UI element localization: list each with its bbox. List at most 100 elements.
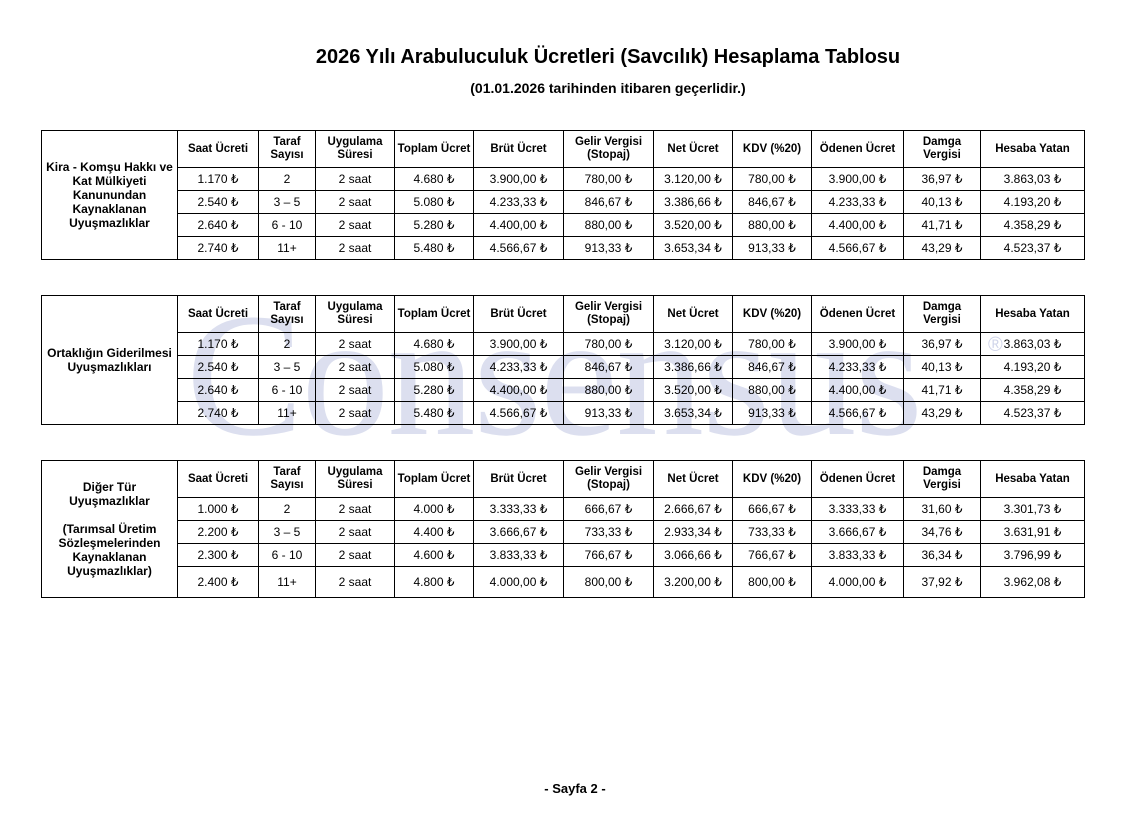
col-header-deposited: Hesaba Yatan [980, 130, 1085, 168]
cell: 913,33 ₺ [563, 236, 654, 260]
cell: 11+ [258, 566, 316, 598]
section-title: Diğer Tür Uyuşmazlıklar [69, 480, 150, 508]
col-header-stamp-tax: Damga Vergisi [903, 460, 981, 498]
cell: 4.000,00 ₺ [811, 566, 904, 598]
col-header-income-tax: Gelir Vergisi (Stopaj) [563, 460, 654, 498]
section-label: Ortaklığın Giderilmesi Uyuşmazlıkları [41, 295, 178, 425]
cell: 3.333,33 ₺ [811, 497, 904, 521]
cell: 913,33 ₺ [732, 401, 812, 425]
cell: 3.333,33 ₺ [473, 497, 564, 521]
col-header-duration: Uygulama Süresi [315, 460, 395, 498]
col-header-total-fee: Toplam Ücret [394, 460, 474, 498]
col-header-party-count: Taraf Sayısı [258, 295, 316, 333]
header-row: Kira - Komşu Hakkı ve Kat Mülkiyeti Kanu… [41, 130, 1085, 260]
cell: 880,00 ₺ [732, 213, 812, 237]
cell: 4.400,00 ₺ [473, 378, 564, 402]
fee-table-partition: Ortaklığın Giderilmesi Uyuşmazlıkları Sa… [41, 295, 1085, 425]
cell: 780,00 ₺ [563, 167, 654, 191]
col-header-hourly-fee: Saat Ücreti [177, 295, 259, 333]
table-row: 2.400 ₺ 11+ 2 saat 4.800 ₺ 4.000,00 ₺ 800,00 … [42, 566, 1085, 598]
table-row: 2.640 ₺ 6 - 10 2 saat 5.280 ₺ 4.400,00 ₺ 880,… [42, 213, 1085, 237]
cell: 36,34 ₺ [903, 543, 981, 567]
cell: 11+ [258, 401, 316, 425]
cell: 2 saat [315, 401, 395, 425]
table-row: 1.170 ₺ 2 2 saat 4.680 ₺ 3.900,00 ₺ 780,00 ₺ 3… [42, 167, 1085, 191]
cell: 2 [258, 332, 316, 356]
col-header-stamp-tax: Damga Vergisi [903, 295, 981, 333]
cell: 4.400,00 ₺ [473, 213, 564, 237]
cell: 780,00 ₺ [732, 332, 812, 356]
cell: 3.653,34 ₺ [653, 401, 733, 425]
col-header-vat: KDV (%20) [732, 460, 812, 498]
cell: 3 – 5 [258, 520, 316, 544]
cell: 4.600 ₺ [394, 543, 474, 567]
cell: 846,67 ₺ [563, 190, 654, 214]
cell: 2 saat [315, 497, 395, 521]
cell: 5.080 ₺ [394, 355, 474, 379]
cell: 2 saat [315, 543, 395, 567]
cell: 2.740 ₺ [177, 401, 259, 425]
cell: 4.680 ₺ [394, 167, 474, 191]
cell: 6 - 10 [258, 378, 316, 402]
cell: 3.386,66 ₺ [653, 355, 733, 379]
col-header-hourly-fee: Saat Ücreti [177, 130, 259, 168]
cell: 4.233,33 ₺ [473, 355, 564, 379]
col-header-income-tax: Gelir Vergisi (Stopaj) [563, 295, 654, 333]
section-label: Kira - Komşu Hakkı ve Kat Mülkiyeti Kanu… [41, 130, 178, 260]
col-header-duration: Uygulama Süresi [315, 295, 395, 333]
cell: 4.358,29 ₺ [980, 213, 1085, 237]
cell: 2 saat [315, 167, 395, 191]
section-label: Diğer Tür Uyuşmazlıklar (Tarımsal Üretim… [41, 460, 178, 598]
cell: 2.400 ₺ [177, 566, 259, 598]
cell: 4.358,29 ₺ [980, 378, 1085, 402]
cell: 3.120,00 ₺ [653, 167, 733, 191]
cell: 3.631,91 ₺ [980, 520, 1085, 544]
cell: 4.523,37 ₺ [980, 401, 1085, 425]
cell: 2.740 ₺ [177, 236, 259, 260]
cell: 3.833,33 ₺ [473, 543, 564, 567]
cell: 4.800 ₺ [394, 566, 474, 598]
cell: 3.066,66 ₺ [653, 543, 733, 567]
page-title: 2026 Yılı Arabuluculuk Ücretleri (Savcıl… [315, 46, 901, 68]
cell: 3 – 5 [258, 355, 316, 379]
cell: 4.400,00 ₺ [811, 378, 904, 402]
cell: 4.523,37 ₺ [980, 236, 1085, 260]
cell: 846,67 ₺ [732, 355, 812, 379]
cell: 4.400 ₺ [394, 520, 474, 544]
cell: 4.233,33 ₺ [811, 355, 904, 379]
table-row: 2.740 ₺ 11+ 2 saat 5.480 ₺ 4.566,67 ₺ 913,33 … [42, 236, 1085, 260]
cell: 880,00 ₺ [563, 378, 654, 402]
cell: 5.480 ₺ [394, 401, 474, 425]
cell: 4.233,33 ₺ [811, 190, 904, 214]
cell: 2.640 ₺ [177, 213, 259, 237]
cell: 2 saat [315, 520, 395, 544]
cell: 3.666,67 ₺ [473, 520, 564, 544]
cell: 913,33 ₺ [563, 401, 654, 425]
cell: 11+ [258, 236, 316, 260]
col-header-party-count: Taraf Sayısı [258, 460, 316, 498]
cell: 37,92 ₺ [903, 566, 981, 598]
cell: 1.170 ₺ [177, 332, 259, 356]
cell: 3.863,03 ₺ [980, 332, 1085, 356]
cell: 43,29 ₺ [903, 401, 981, 425]
cell: 4.680 ₺ [394, 332, 474, 356]
cell: 2.666,67 ₺ [653, 497, 733, 521]
col-header-gross-fee: Brüt Ücret [473, 460, 564, 498]
cell: 800,00 ₺ [563, 566, 654, 598]
cell: 43,29 ₺ [903, 236, 981, 260]
col-header-stamp-tax: Damga Vergisi [903, 130, 981, 168]
cell: 4.566,67 ₺ [473, 236, 564, 260]
fee-table-other: Diğer Tür Uyuşmazlıklar (Tarımsal Üretim… [41, 460, 1085, 598]
cell: 3.796,99 ₺ [980, 543, 1085, 567]
col-header-vat: KDV (%20) [732, 295, 812, 333]
cell: 666,67 ₺ [563, 497, 654, 521]
cell: 5.080 ₺ [394, 190, 474, 214]
col-header-party-count: Taraf Sayısı [258, 130, 316, 168]
cell: 733,33 ₺ [732, 520, 812, 544]
header-row: Diğer Tür Uyuşmazlıklar (Tarımsal Üretim… [41, 460, 1085, 598]
cell: 36,97 ₺ [903, 167, 981, 191]
table-row: 1.000 ₺ 2 2 saat 4.000 ₺ 3.333,33 ₺ 666,67 ₺ 2… [42, 497, 1085, 521]
cell: 4.193,20 ₺ [980, 190, 1085, 214]
